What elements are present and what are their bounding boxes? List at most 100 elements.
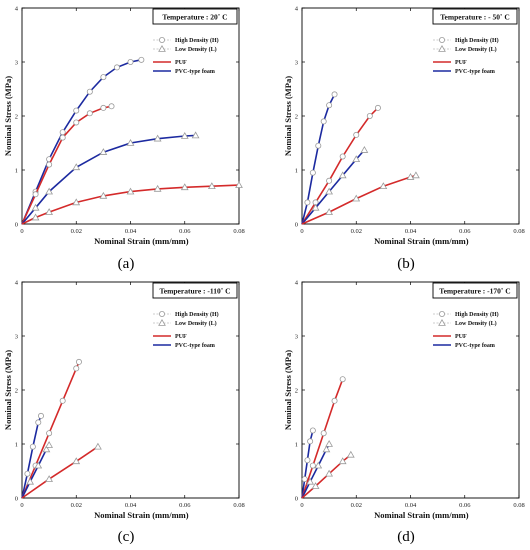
y-tick-label: 1 <box>295 441 298 448</box>
data-point <box>207 182 216 190</box>
data-point <box>301 476 308 483</box>
title-box <box>432 282 518 299</box>
data-point <box>72 457 81 465</box>
chart-panel-c: 0 0.02 0.04 0.06 0.08 0 1 2 3 4 Nominal Strain (mm… <box>3 279 245 520</box>
y-tick-label: 0 <box>15 495 18 502</box>
y-tick-label: 2 <box>295 113 298 120</box>
x-axis-label: Nominal Strain (mm/mm) <box>374 236 469 246</box>
series-line <box>21 184 240 225</box>
series-line <box>21 415 42 499</box>
x-tick-label: 0 <box>300 228 303 235</box>
data-point <box>31 213 40 221</box>
x-tick-label: 0.02 <box>71 502 82 509</box>
data-point <box>59 129 66 136</box>
x-tick-label: 0.02 <box>351 502 362 509</box>
legend-marker <box>158 44 166 52</box>
legend-label: High Density (H) <box>175 37 219 44</box>
data-point <box>42 445 51 453</box>
data-point <box>322 445 331 453</box>
data-point <box>99 148 108 155</box>
data-point <box>304 199 311 206</box>
data-point <box>311 482 320 489</box>
data-point <box>309 427 316 434</box>
y-tick-label: 1 <box>15 167 18 174</box>
series-line <box>21 446 99 499</box>
chart-panel-d: 0 0.02 0.04 0.06 0.08 0 1 2 3 4 Nominal Strain (mm… <box>283 279 525 520</box>
panel-caption: (b) <box>397 256 415 272</box>
data-point <box>138 56 145 63</box>
title-box <box>432 8 518 25</box>
data-point <box>108 103 115 110</box>
data-point <box>45 187 54 195</box>
y-axis-label: Nominal Stress (MPa) <box>283 350 293 430</box>
panel-caption: (a) <box>118 256 135 272</box>
legend-marker <box>158 37 165 44</box>
data-point <box>304 457 311 464</box>
x-tick-label: 0.06 <box>179 502 191 509</box>
data-point <box>235 181 243 188</box>
data-point <box>331 397 338 404</box>
data-point <box>45 208 54 215</box>
series-line <box>21 59 142 225</box>
y-axis-label: Nominal Stress (MPa) <box>3 76 13 156</box>
data-point <box>59 134 66 141</box>
legend-label: PUF <box>175 60 187 66</box>
data-point <box>307 438 314 445</box>
x-tick-label: 0.06 <box>459 228 471 235</box>
data-point <box>326 102 333 109</box>
data-point <box>180 183 189 191</box>
data-point <box>360 146 369 153</box>
data-point <box>374 104 381 111</box>
data-point <box>320 430 327 437</box>
data-point <box>31 203 40 211</box>
data-point <box>153 134 162 142</box>
legend-label: PUF <box>175 334 187 340</box>
chart-panel-b: 0 0.02 0.04 0.06 0.08 0 1 2 3 4 Nominal Strain (mm… <box>283 5 525 246</box>
data-point <box>100 104 107 111</box>
x-tick-label: 0.04 <box>125 228 137 235</box>
data-point <box>314 461 323 469</box>
legend-marker <box>438 44 446 52</box>
chart-title: Temperature : - 50˚ C <box>440 13 510 22</box>
data-point <box>153 184 162 192</box>
legend-marker <box>438 310 445 317</box>
y-tick-label: 1 <box>295 167 298 174</box>
legend-label: Low Density (L) <box>175 46 217 53</box>
y-tick-label: 0 <box>15 221 18 228</box>
data-point <box>353 131 360 138</box>
panel-caption: (d) <box>397 529 415 545</box>
legend-marker <box>158 318 166 326</box>
data-point <box>99 191 108 199</box>
x-tick-label: 0 <box>20 502 23 509</box>
data-point <box>73 365 80 372</box>
data-point <box>366 113 373 120</box>
data-point <box>352 155 361 163</box>
legend-label: Low Density (L) <box>455 46 497 53</box>
data-point <box>45 441 54 448</box>
data-point <box>309 169 316 176</box>
data-point <box>34 461 43 469</box>
data-point <box>37 412 44 419</box>
title-box <box>152 8 238 25</box>
y-tick-label: 4 <box>15 279 19 286</box>
data-point <box>338 457 347 465</box>
data-point <box>412 171 420 179</box>
y-tick-label: 4 <box>295 5 299 12</box>
data-point <box>325 439 334 447</box>
y-tick-label: 0 <box>295 495 298 502</box>
title-box <box>152 282 238 299</box>
chart-title: Temperature : -170˚ C <box>439 287 510 296</box>
data-point <box>325 187 334 195</box>
x-axis-label: Nominal Strain (mm/mm) <box>94 236 189 246</box>
y-tick-label: 2 <box>15 387 18 394</box>
x-tick-label: 0.04 <box>125 502 137 509</box>
legend-label: PVC-type foam <box>175 343 215 349</box>
data-point <box>29 443 36 450</box>
chart-title: Temperature : -110˚ C <box>159 287 230 296</box>
data-point <box>72 198 81 206</box>
y-tick-label: 3 <box>295 333 298 340</box>
legend-label: Low Density (L) <box>175 320 217 327</box>
legend-marker <box>158 310 165 317</box>
x-tick-label: 0.04 <box>405 228 417 235</box>
panel-caption: (c) <box>118 529 135 545</box>
